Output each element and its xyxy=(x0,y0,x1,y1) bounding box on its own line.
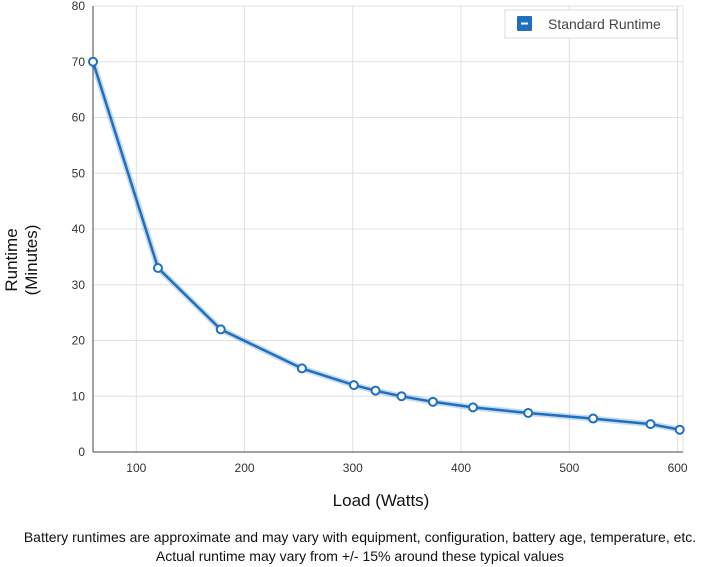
x-tick-label: 500 xyxy=(559,461,579,475)
y-axis-title: Runtime (Minutes) xyxy=(2,225,41,296)
x-tick-label: 300 xyxy=(343,461,363,475)
data-point xyxy=(215,324,226,335)
legend[interactable]: Standard Runtime xyxy=(504,9,678,39)
footnote-line-2: Actual runtime may vary from +/- 15% aro… xyxy=(155,548,565,564)
y-axis-title-line1: Runtime xyxy=(2,228,21,291)
data-point xyxy=(348,380,359,391)
legend-box xyxy=(504,9,678,39)
series-standard-runtime xyxy=(88,56,685,435)
x-tick-labels: 100 200 300 400 500 600 xyxy=(126,461,688,475)
x-tick-label: 100 xyxy=(126,461,146,475)
x-axis-title: Load (Watts) xyxy=(333,491,430,510)
y-tick-label: 80 xyxy=(72,0,86,13)
data-point xyxy=(88,56,98,67)
x-tick-label: 600 xyxy=(668,461,688,475)
x-tick-label: 200 xyxy=(235,461,255,475)
data-point xyxy=(674,424,685,435)
legend-label: Standard Runtime xyxy=(548,16,661,32)
axes xyxy=(92,6,683,453)
y-tick-label: 40 xyxy=(72,222,86,236)
y-axis-title-line2: (Minutes) xyxy=(22,225,41,296)
grid-lines xyxy=(93,5,684,452)
runtime-chart: 0 10 20 30 40 50 60 70 80 100 200 300 400 500 600 Sta… xyxy=(2,0,688,510)
y-tick-label: 60 xyxy=(72,111,86,125)
data-point xyxy=(370,385,381,396)
data-point xyxy=(296,363,307,374)
data-point xyxy=(523,407,534,418)
footnote-line-1: Battery runtimes are approximate and may… xyxy=(23,529,697,545)
data-point xyxy=(645,419,656,430)
data-point xyxy=(588,413,599,424)
y-tick-label: 50 xyxy=(72,166,86,180)
data-point xyxy=(152,263,163,274)
y-tick-label: 70 xyxy=(72,55,86,69)
data-point xyxy=(427,396,438,407)
y-tick-label: 0 xyxy=(78,445,85,459)
y-tick-label: 30 xyxy=(72,278,86,292)
data-point xyxy=(467,402,478,413)
data-point xyxy=(396,391,407,402)
x-tick-label: 400 xyxy=(451,461,471,475)
y-tick-label: 10 xyxy=(72,389,86,403)
y-tick-label: 20 xyxy=(72,334,86,348)
y-tick-labels: 0 10 20 30 40 50 60 70 80 xyxy=(72,0,86,459)
